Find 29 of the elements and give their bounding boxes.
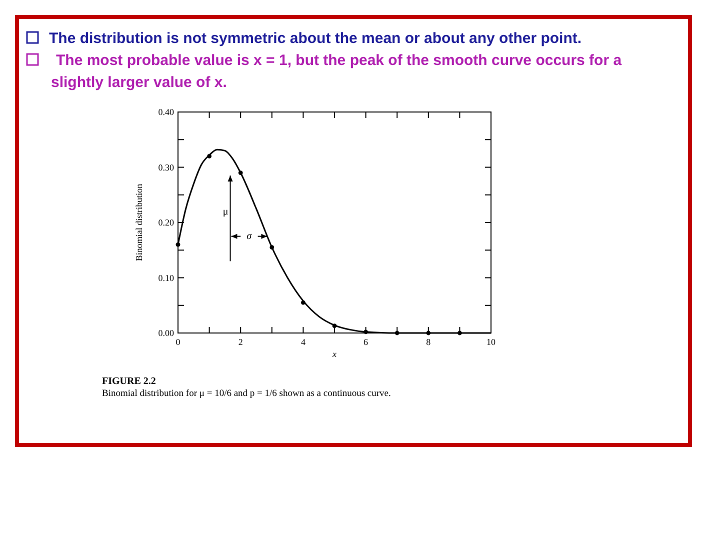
text: Binomial distribution for μ = 10/6 and p = 1/6 shown as a continuous curve.: [102, 389, 391, 399]
point: [426, 330, 431, 336]
point: [394, 330, 400, 336]
point: [238, 170, 243, 175]
point: [332, 324, 337, 328]
y-tick-label: 0.00: [158, 328, 174, 338]
x-tick-label: 0: [176, 337, 181, 347]
x-tick-label: 2: [238, 337, 243, 347]
x-tick-label: 10: [486, 337, 496, 347]
point: [301, 300, 306, 305]
point: [270, 245, 274, 250]
point: [364, 330, 368, 334]
point: [176, 242, 180, 247]
x-axis-title: x: [332, 349, 336, 359]
caption: FIGURE 2.2: [102, 376, 156, 387]
x-tick-label: 6: [364, 337, 369, 347]
y-axis-title: Binomial distribution: [134, 183, 144, 262]
x-tick-label: 4: [300, 337, 306, 347]
y-tick-label: 0.10: [158, 272, 174, 283]
point: [207, 154, 212, 158]
chart-subtitle: The most probable value is x = 1, but the peak of the smooth curve occurs for a slightly larger value of x.: [51, 52, 622, 91]
y-tick-label: 0.40: [158, 107, 174, 117]
y-tick-label: 0.30: [158, 162, 174, 172]
x-tick-label: 8: [426, 337, 432, 347]
chart-title: The distribution is not symmetric about the mean or about any other point.: [49, 30, 582, 47]
annotation: μ: [222, 206, 228, 218]
point: [458, 330, 462, 336]
annotation: σ: [246, 230, 253, 242]
y-tick-label: 0.20: [158, 218, 174, 228]
